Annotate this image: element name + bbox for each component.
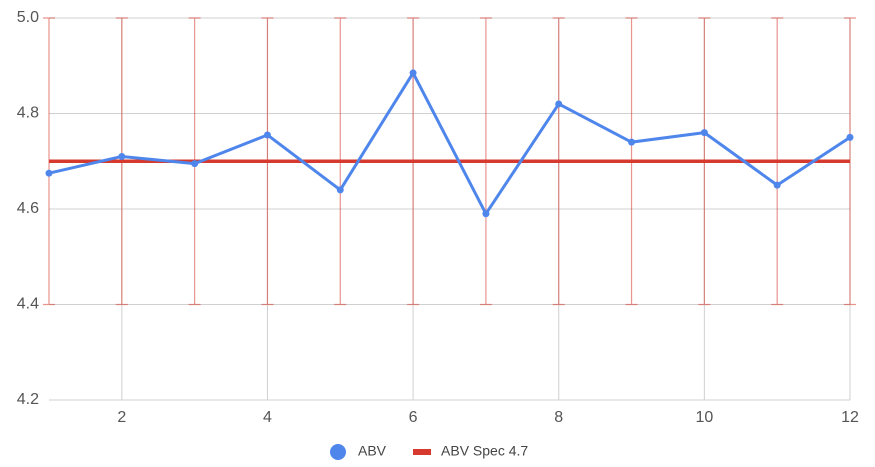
series-line [48, 71, 851, 216]
legend-label: ABV Spec 4.7 [441, 443, 528, 459]
y-tick-label: 4.4 [17, 296, 39, 313]
data-point [118, 152, 126, 160]
data-point [482, 210, 490, 218]
data-point [191, 160, 199, 168]
x-tick-label: 10 [695, 409, 713, 426]
data-point [555, 100, 563, 108]
x-tick-label: 12 [841, 409, 859, 426]
data-point [409, 69, 417, 77]
data-point [846, 133, 854, 141]
data-point [263, 131, 271, 139]
y-tick-label: 4.8 [17, 105, 39, 122]
y-tick-label: 4.2 [17, 391, 39, 408]
x-tick-label: 2 [117, 409, 126, 426]
data-point [628, 138, 636, 146]
x-tick-label: 4 [263, 409, 272, 426]
data-point [45, 169, 53, 177]
y-tick-label: 4.6 [17, 200, 39, 217]
legend-swatch [413, 449, 432, 455]
legend: ABV ABV Spec 4.7 [330, 443, 528, 460]
x-tick-label: 6 [409, 409, 418, 426]
legend-swatch [330, 444, 346, 460]
x-tick-label: 8 [554, 409, 563, 426]
legend-label: ABV [358, 443, 387, 459]
data-point [773, 181, 781, 189]
data-point [336, 186, 344, 194]
data-point [700, 129, 708, 137]
y-tick-label: 5.0 [17, 9, 39, 26]
